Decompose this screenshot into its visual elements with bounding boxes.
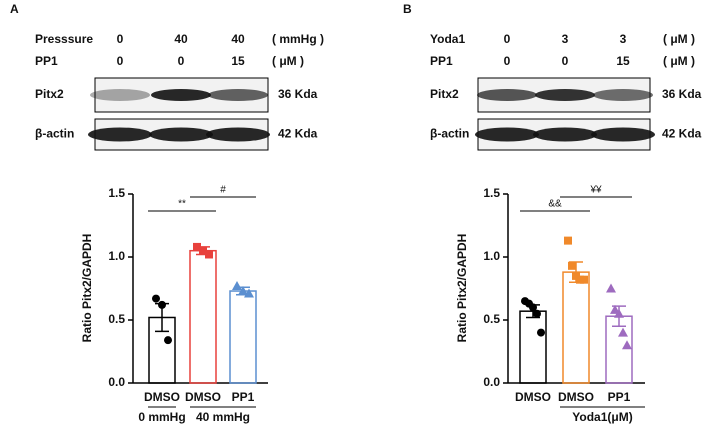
data-point <box>614 308 624 318</box>
data-point <box>199 246 207 255</box>
y-tick-label: 0.5 <box>108 312 125 326</box>
lane-value: 0 <box>504 32 511 46</box>
data-point <box>537 328 545 337</box>
blot-label: β-actin <box>35 127 74 141</box>
blot-band <box>475 127 539 142</box>
y-tick-label: 1.5 <box>483 186 500 200</box>
data-point <box>529 303 537 312</box>
blot-label: Pitx2 <box>35 87 64 101</box>
lane-value: 0 <box>562 54 569 68</box>
lane-value: 0 <box>504 54 511 68</box>
data-point <box>244 288 254 298</box>
y-axis-title: Ratio Pitx2/GAPDH <box>80 234 94 343</box>
data-point <box>533 309 541 318</box>
data-point <box>568 261 576 270</box>
lane-value: 15 <box>231 54 245 68</box>
significance-label: && <box>548 199 562 210</box>
y-axis-title: Ratio Pitx2/GAPDH <box>455 234 469 343</box>
blot-band <box>90 89 150 101</box>
significance-label: ¥¥ <box>589 185 602 196</box>
group-label: Yoda1(μM) <box>572 410 632 424</box>
bar <box>562 271 590 384</box>
lane-value: 40 <box>174 32 188 46</box>
lane-value: 40 <box>231 32 245 46</box>
blot-band <box>533 127 597 142</box>
data-point <box>606 283 616 293</box>
lane-value: 15 <box>616 54 630 68</box>
panel-letter: B <box>403 2 412 16</box>
lane-value: 0 <box>117 54 124 68</box>
y-tick-label: 0.0 <box>108 375 125 389</box>
row-label: PP1 <box>430 54 453 68</box>
data-point <box>205 250 213 259</box>
group-label: 40 mmHg <box>196 410 250 424</box>
bar <box>519 310 547 384</box>
row-label: Presssure <box>35 32 93 46</box>
significance-label: # <box>220 185 226 196</box>
lane-value: 3 <box>562 32 569 46</box>
blot-band <box>151 89 211 101</box>
x-tick-label: PP1 <box>232 390 255 404</box>
blot-band <box>591 127 655 142</box>
bar <box>229 290 257 384</box>
y-tick-label: 1.5 <box>108 186 125 200</box>
data-point <box>164 336 172 345</box>
data-point <box>622 340 632 350</box>
blot-band <box>477 89 537 101</box>
data-point <box>580 275 588 284</box>
row-unit: ( mmHg ) <box>272 32 324 46</box>
data-point <box>232 280 242 290</box>
data-point <box>238 286 248 296</box>
blot-band <box>88 127 152 142</box>
data-point <box>564 236 572 245</box>
blot-label: Pitx2 <box>430 87 459 101</box>
row-label: PP1 <box>35 54 58 68</box>
row-unit: ( μM ) <box>663 54 695 68</box>
blot-size: 36 Kda <box>662 87 702 101</box>
row-unit: ( μM ) <box>272 54 304 68</box>
x-tick-label: DMSO <box>185 390 221 404</box>
y-tick-label: 0.0 <box>483 375 500 389</box>
lane-value: 0 <box>117 32 124 46</box>
blot-label: β-actin <box>430 127 469 141</box>
blot-band <box>593 89 653 101</box>
blot-size: 42 Kda <box>278 127 318 141</box>
blot-band <box>206 127 270 142</box>
row-unit: ( μM ) <box>663 32 695 46</box>
blot-band <box>149 127 213 142</box>
data-point <box>193 242 201 251</box>
blot-size: 36 Kda <box>278 87 318 101</box>
panel-letter: A <box>10 2 19 16</box>
significance-label: ** <box>178 199 186 210</box>
blot-band <box>535 89 595 101</box>
blot-size: 42 Kda <box>662 127 702 141</box>
lane-value: 3 <box>620 32 627 46</box>
data-point <box>158 300 166 309</box>
x-tick-label: DMSO <box>558 390 594 404</box>
lane-value: 0 <box>178 54 185 68</box>
blot-band <box>208 89 268 101</box>
y-tick-label: 1.0 <box>483 249 500 263</box>
y-tick-label: 0.5 <box>483 312 500 326</box>
group-label: 0 mmHg <box>138 410 185 424</box>
x-tick-label: DMSO <box>515 390 551 404</box>
data-point <box>618 327 628 337</box>
x-tick-label: PP1 <box>608 390 631 404</box>
y-tick-label: 1.0 <box>108 249 125 263</box>
data-point <box>152 294 160 303</box>
row-label: Yoda1 <box>430 32 465 46</box>
bar <box>189 249 217 384</box>
x-tick-label: DMSO <box>144 390 180 404</box>
